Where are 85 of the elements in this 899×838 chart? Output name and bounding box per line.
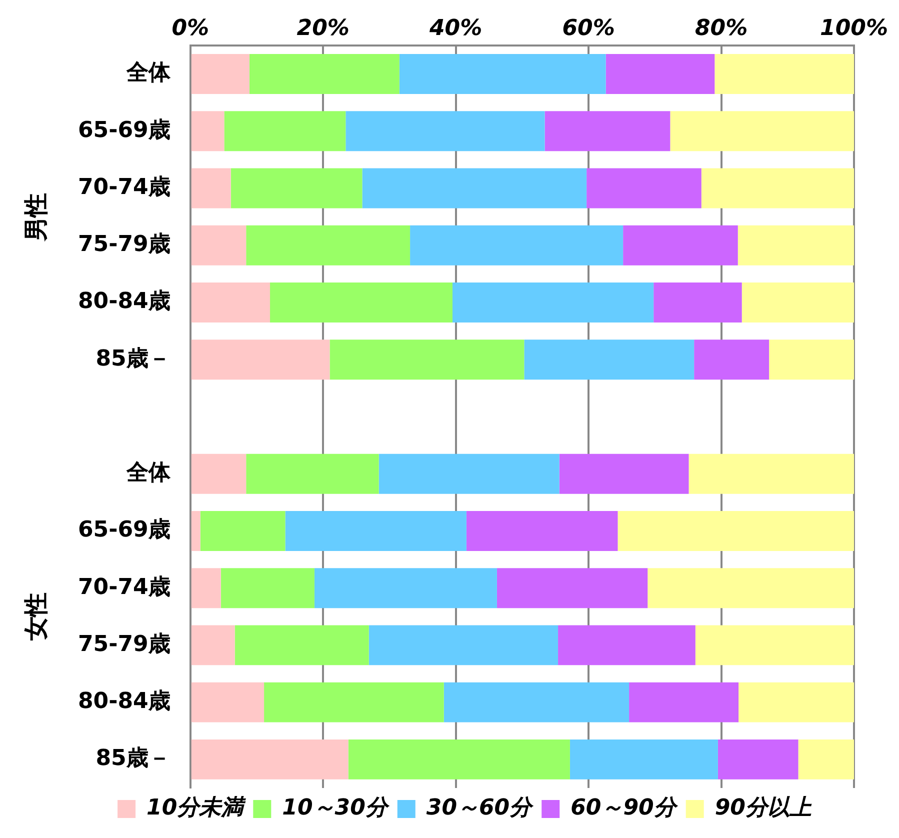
bar [399,54,606,94]
y-tick-label: 全体 [125,60,172,86]
y-tick-label: 80-84歳 [78,289,170,314]
text: 男性 [22,192,50,242]
bar [200,510,286,551]
bar [559,454,689,494]
bar [648,568,854,608]
bar [368,625,558,666]
bar [191,340,330,380]
bar [191,168,231,208]
legend-label: 90分以上 [714,796,812,821]
bar [378,454,560,494]
bar [714,54,854,94]
y-tick-label: 75-79歳 [78,632,170,657]
bar [191,282,270,322]
y-tick-label: 70-74歳 [78,574,170,600]
y-tick-label: 65-69歳 [78,518,170,543]
bar [769,340,854,380]
bar [444,682,630,722]
legend-label: 30～60分 [426,796,535,821]
legend-label: 60～90分 [570,796,679,821]
bar [285,510,466,551]
bar [742,282,854,322]
bar [701,168,854,208]
bar [618,510,854,551]
bar [249,54,400,94]
bar [246,454,379,494]
bar [191,625,235,666]
bar [410,225,624,266]
bar [264,682,444,722]
bar [191,510,200,551]
bar [524,340,694,380]
legend-label: 10分未満 [146,796,246,821]
bar [466,510,618,551]
bar [346,111,545,152]
bar [362,168,587,208]
y-tick-label: 75-79歳 [78,232,170,258]
bar [191,739,348,780]
x-tick-label: 100% [820,16,888,41]
bar [798,739,854,780]
x-tick-label: 60% [562,16,615,41]
y-tick-label: 85歳－ [96,746,170,772]
bar [230,168,362,208]
bar [544,111,670,152]
bar [224,111,346,152]
bar [570,739,718,780]
y-tick-label: 80-84歳 [78,689,170,714]
bar [314,568,497,608]
bar [694,340,770,380]
bar [191,54,250,94]
bar [234,625,369,666]
x-tick-label: 0% [172,16,210,41]
bar [586,168,702,208]
bar [558,625,696,666]
bar [654,282,742,322]
bar [191,682,264,722]
bar [695,625,854,666]
x-tick-label: 20% [296,16,350,41]
legend-label: 10～30分 [282,796,390,821]
x-tick-label: 40% [428,16,482,41]
bar [629,682,739,722]
bar [738,682,854,722]
bar [191,111,224,152]
bar [738,225,854,266]
bar [270,282,453,322]
bar [496,568,648,608]
y-tick-label: 70-74歳 [78,174,170,200]
bar [348,739,570,780]
text: 女性 [22,592,50,642]
bar [623,225,738,266]
bar [330,340,524,380]
y-tick-label: 85歳－ [96,346,170,372]
bar [606,54,715,94]
bar [452,282,654,322]
bar [718,739,798,780]
bar [246,225,410,266]
x-tick-label: 80% [694,16,748,41]
y-tick-label: 65-69歳 [78,118,170,143]
bar [670,111,854,152]
y-tick-label: 全体 [125,460,172,486]
bar [220,568,314,608]
bar [191,568,221,608]
bar [191,225,246,266]
bar [688,454,854,494]
bar [191,454,246,494]
